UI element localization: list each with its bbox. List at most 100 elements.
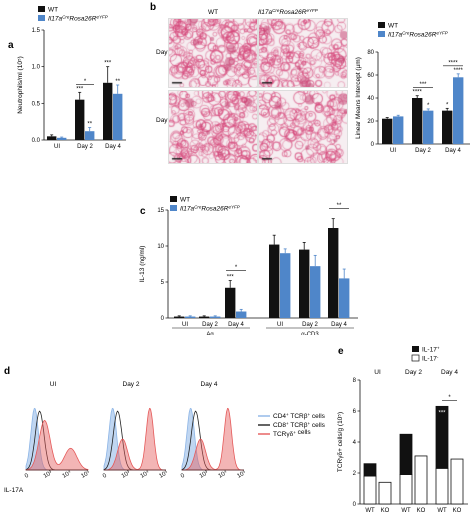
histogram-curve [103, 407, 166, 471]
legend-wt-label: WT [48, 7, 58, 14]
y-tick-label: 6 [353, 409, 357, 415]
bar [269, 244, 280, 318]
panel-b-chart-wrap: WT Il17aCreRosa26ReYFP 0 20 40 60 80 Linear M… [355, 22, 470, 154]
legend-ko-label: Il17aCreRosa26ReYFP [48, 15, 108, 23]
histogram-tick-label: 10⁴ [139, 469, 151, 480]
bar [75, 99, 85, 140]
bar-il17-neg [435, 467, 449, 505]
panel-b-letter: b [150, 2, 156, 13]
legend-e-pos-label: IL-17+ [422, 346, 440, 354]
y-tick-label: 60 [367, 73, 374, 79]
legend-sup: + [286, 412, 289, 417]
bar [328, 228, 339, 318]
legend-c-ko-label: Il17aCreRosa26ReYFP [180, 205, 240, 213]
bar-il17-pos [399, 433, 413, 475]
group-title: UI [374, 369, 381, 376]
y-axis-label: IL-13 (ng/ml) [139, 246, 146, 283]
chart-c: 0 5 10 15 IL-13 (ng/ml) UI Day 2 Day 4 UI Day 2 Da… [139, 203, 358, 335]
chart-a: 0.0 0.5 1.0 1.5 Neutrophils/ml (10⁵) UI Day 2 D… [17, 28, 126, 150]
panel-c-letter: c [140, 206, 146, 217]
x-tick-label: Day 2 [415, 148, 431, 154]
legend-c-wt-label: WT [180, 197, 190, 204]
bar [47, 136, 57, 140]
histogram-tick-label: 10⁵ [158, 469, 170, 480]
group-title: Day 4 [441, 369, 458, 376]
bar-il17-neg [378, 481, 392, 505]
y-tick-label: 4 [353, 440, 357, 446]
bar-il17-pos [435, 405, 449, 469]
legend-tail: cells [296, 429, 312, 436]
bar [113, 93, 123, 140]
histogram-tick-label: 0 [102, 473, 108, 480]
significance-label: ** [87, 122, 92, 128]
significance-label: *** [419, 82, 427, 88]
x-tick-label: Day 2 [302, 322, 318, 328]
significance-label: * [446, 102, 449, 108]
x-tick-label: Day 4 [105, 144, 121, 150]
panel-b-col-wt: WT [208, 9, 218, 16]
significance-label: *** [227, 275, 235, 281]
significance-label: * [84, 79, 87, 85]
bar-il17-neg [399, 474, 413, 505]
histogram-title: Day 4 [201, 381, 218, 388]
panel-b-row-day2: Day 2 [156, 49, 173, 56]
histogram-tick-label: 10³ [43, 470, 54, 480]
bar [442, 110, 453, 144]
significance-label: * [448, 395, 451, 401]
panel-e-letter: e [338, 346, 344, 357]
bar [382, 118, 393, 144]
group-title: Day 2 [405, 369, 422, 376]
x-tick-label: KO [381, 508, 390, 514]
y-tick-label: 8 [353, 378, 357, 384]
panel-c: c WT Il17aCreRosa26ReYFP 0 5 10 15 IL-13 (ng… [139, 196, 358, 335]
x-tick-label: WT [437, 508, 447, 514]
bar [412, 98, 423, 144]
panel-e: e IL-17+ IL-17- 0 2 4 6 8 TCRγδ+ cells/g (10⁵… [337, 346, 468, 514]
legend-b-wt-swatch [378, 22, 385, 28]
panel-b-col-ko: Il17aCreRosa26ReYFP [258, 8, 318, 16]
histogram-tick-label: 0 [24, 473, 30, 480]
bar [453, 77, 464, 144]
bar [310, 266, 321, 318]
legend-name: CD4 [273, 413, 286, 420]
histogram-tick-label: 10³ [121, 470, 132, 480]
bar [339, 278, 350, 318]
bar [103, 82, 113, 140]
legend-e-pos-swatch [412, 346, 419, 352]
y-axis-label: TCRγδ+ cells/g (10⁵) [337, 412, 344, 472]
x-tick-label: Day 4 [331, 322, 347, 328]
legend-mid: TCRβ [289, 422, 308, 429]
y-tick-label: 1.0 [32, 65, 41, 71]
bar-il17-neg [414, 455, 428, 505]
y-tick-label: 20 [367, 119, 374, 125]
chart-e: 0 2 4 6 8 TCRγδ+ cells/g (10⁵) WT KO WT KO WT KO UI D… [337, 369, 468, 514]
x-tick-label: KO [417, 508, 426, 514]
y-tick-label: 2 [353, 471, 357, 477]
histology-ko-day4 [258, 90, 348, 164]
histology-wt-day2 [168, 18, 258, 88]
x-tick-label: Day 2 [77, 144, 93, 150]
panel-a-letter: a [8, 40, 14, 51]
bar [280, 253, 291, 318]
x-tick-label: Day 2 [202, 322, 218, 328]
y-tick-label: 10 [157, 244, 164, 250]
legend-b-ko-swatch [378, 31, 385, 37]
y-tick-label: 0.0 [32, 138, 41, 144]
x-tick-label: KO [453, 508, 462, 514]
bar [199, 316, 210, 318]
group-label: Ag [206, 332, 213, 335]
y-tick-label: 40 [367, 96, 374, 102]
y-tick-label: 0 [353, 502, 357, 508]
bar [225, 287, 236, 318]
legend-sup: + [293, 430, 296, 435]
histology-ko-day2 [258, 18, 348, 88]
legend-e-neg-label: IL-17- [422, 355, 439, 363]
x-tick-label: UI [390, 148, 396, 154]
legend-mid: TCRβ [289, 413, 308, 420]
y-tick-label: 0.5 [32, 101, 41, 107]
legend-label: TCRγδ+ cells [273, 429, 311, 438]
x-tick-label: UI [182, 322, 188, 328]
legend-c-wt-swatch [170, 196, 177, 202]
histogram-tick-label: 0 [180, 473, 186, 480]
x-tick-label: Day 4 [445, 148, 461, 154]
